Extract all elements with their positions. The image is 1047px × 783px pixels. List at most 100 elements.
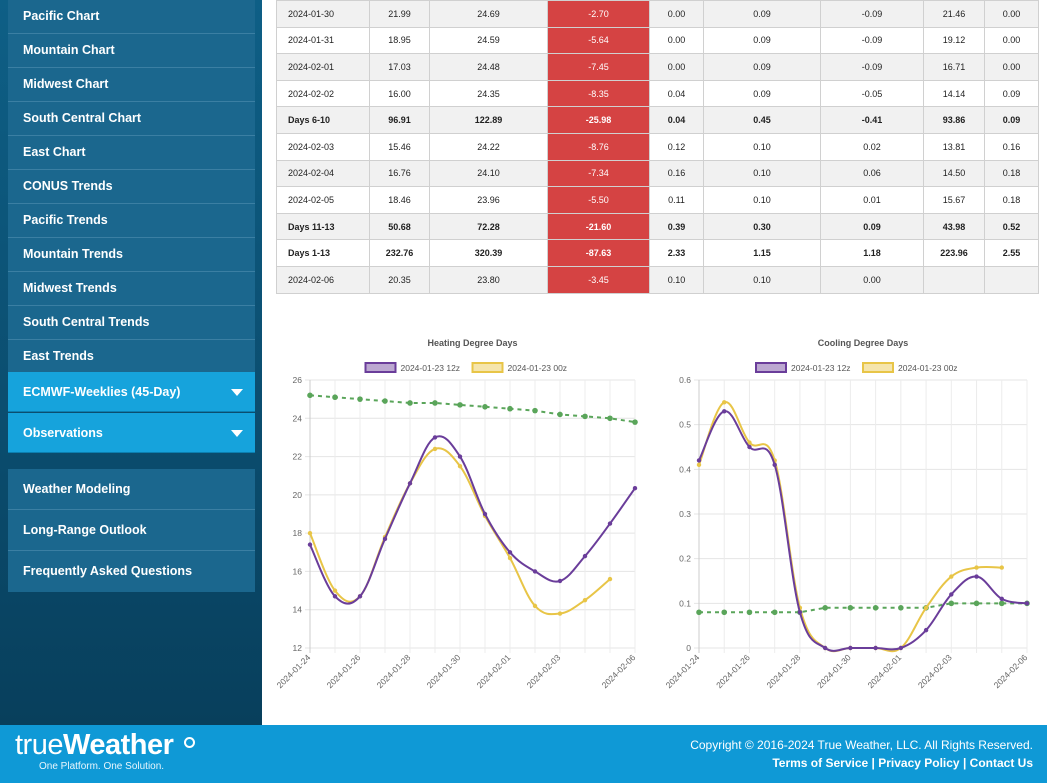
data-point[interactable] [847, 605, 854, 611]
sidebar-item-7[interactable]: Mountain Trends [8, 238, 255, 272]
data-point[interactable] [722, 409, 727, 414]
data-point[interactable] [507, 555, 513, 561]
data-point[interactable] [457, 463, 463, 469]
data-point[interactable] [772, 462, 777, 468]
data-point[interactable] [482, 511, 488, 517]
trueweather-logo[interactable]: trueWeather [15, 729, 174, 762]
data-point[interactable] [747, 440, 752, 445]
table-cell: -0.41 [820, 106, 924, 134]
data-point[interactable] [722, 400, 727, 405]
data-point[interactable] [898, 645, 904, 651]
terms-link[interactable]: Terms of Service [772, 756, 869, 770]
contact-link[interactable]: Contact Us [969, 756, 1033, 770]
data-point[interactable] [557, 411, 563, 418]
data-point[interactable] [432, 446, 438, 452]
data-point[interactable] [771, 609, 778, 616]
data-point[interactable] [432, 435, 438, 440]
data-point[interactable] [822, 605, 828, 611]
data-point[interactable] [557, 611, 563, 616]
legend-label[interactable]: 2024-01-23 00z [508, 363, 568, 373]
data-point[interactable] [432, 400, 438, 406]
data-point[interactable] [582, 413, 588, 420]
data-point[interactable] [507, 550, 513, 555]
sidebar-item-3[interactable]: South Central Chart [8, 102, 255, 136]
data-point[interactable] [999, 596, 1004, 602]
data-point[interactable] [1024, 601, 1030, 606]
data-point[interactable] [532, 603, 538, 609]
data-point[interactable] [746, 609, 753, 616]
data-point[interactable] [873, 645, 878, 651]
data-point[interactable] [948, 600, 955, 607]
data-point[interactable] [973, 600, 980, 607]
data-point[interactable] [357, 396, 363, 402]
nav-observations[interactable]: Observations [8, 413, 255, 453]
legend-swatch[interactable] [862, 362, 894, 373]
data-point[interactable] [332, 394, 338, 401]
data-point[interactable] [872, 605, 879, 611]
data-point[interactable] [607, 521, 613, 526]
data-point[interactable] [747, 444, 752, 450]
logo-tagline: One Platform. One Solution. [39, 761, 165, 772]
data-point[interactable] [507, 405, 513, 412]
sidebar-item-0[interactable]: Pacific Chart [8, 0, 255, 34]
data-point[interactable] [382, 536, 388, 542]
data-point[interactable] [582, 553, 588, 559]
data-point[interactable] [721, 609, 728, 616]
data-point[interactable] [974, 574, 979, 579]
table-cell: 0.02 [820, 132, 924, 161]
data-point[interactable] [457, 402, 463, 408]
data-point[interactable] [332, 588, 338, 593]
sidebar-item-1[interactable]: Mountain Chart [8, 34, 255, 68]
data-point[interactable] [696, 458, 702, 463]
sidebar-item-8[interactable]: Midwest Trends [8, 272, 255, 306]
data-point[interactable] [382, 398, 388, 404]
data-point[interactable] [307, 530, 313, 536]
data-point[interactable] [457, 454, 463, 459]
data-point[interactable] [307, 392, 313, 399]
sidebar-link-2[interactable]: Frequently Asked Questions [23, 564, 193, 578]
sidebar-item-10[interactable]: East Trends [23, 349, 94, 363]
data-point[interactable] [357, 594, 363, 599]
data-point[interactable] [949, 574, 954, 579]
data-point[interactable] [407, 400, 413, 406]
legend-swatch[interactable] [364, 362, 397, 373]
sidebar-item-4[interactable]: East Chart [8, 136, 255, 170]
data-point[interactable] [696, 462, 702, 468]
data-point[interactable] [848, 645, 853, 651]
sidebar-item-2[interactable]: Midwest Chart [8, 68, 255, 102]
data-point[interactable] [974, 565, 979, 570]
data-point[interactable] [923, 627, 929, 633]
data-point[interactable] [999, 565, 1004, 570]
data-point[interactable] [949, 592, 954, 597]
sidebar-link-0[interactable]: Weather Modeling [8, 469, 255, 510]
data-point[interactable] [582, 597, 588, 603]
data-point[interactable] [607, 415, 613, 422]
data-point[interactable] [632, 419, 638, 425]
privacy-link[interactable]: Privacy Policy [878, 756, 960, 770]
sidebar-link-1[interactable]: Long-Range Outlook [8, 510, 255, 551]
sidebar-item-5[interactable]: CONUS Trends [8, 170, 255, 204]
data-point[interactable] [696, 609, 702, 616]
sidebar-item-6[interactable]: Pacific Trends [8, 204, 255, 238]
data-point[interactable] [532, 569, 538, 574]
data-point[interactable] [607, 576, 613, 582]
legend-swatch[interactable] [755, 362, 787, 373]
data-point[interactable] [307, 542, 313, 547]
nav-ecmwf-weeklies[interactable]: ECMWF-Weeklies (45-Day) [8, 372, 255, 412]
data-point[interactable] [557, 578, 563, 584]
data-point[interactable] [332, 594, 338, 599]
sidebar-item-9[interactable]: South Central Trends [8, 306, 255, 340]
legend-label[interactable]: 2024-01-23 00z [898, 363, 958, 373]
data-point[interactable] [998, 600, 1005, 607]
data-point[interactable] [923, 605, 929, 610]
legend-swatch[interactable] [471, 362, 504, 373]
data-point[interactable] [407, 481, 413, 486]
data-point[interactable] [482, 404, 488, 410]
data-point[interactable] [532, 407, 538, 414]
data-point[interactable] [632, 485, 638, 491]
legend-label[interactable]: 2024-01-23 12z [401, 363, 461, 373]
data-point[interactable] [822, 645, 828, 651]
legend-label[interactable]: 2024-01-23 12z [791, 363, 851, 373]
data-point[interactable] [898, 605, 904, 611]
data-point[interactable] [797, 610, 803, 615]
